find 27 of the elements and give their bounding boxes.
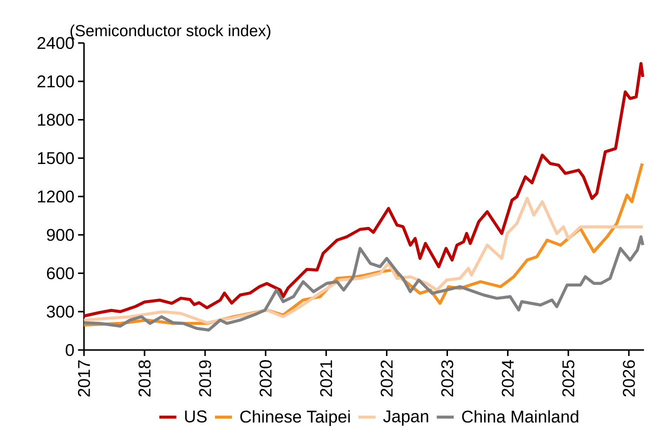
y-axis-title: (Semiconductor stock index) (70, 24, 270, 40)
x-tick-label: 2019 (199, 360, 212, 396)
y-tick-label: 600 (47, 267, 74, 280)
x-tick-label: 2022 (380, 360, 393, 396)
x-tick-label: 2026 (622, 360, 635, 396)
line-series (82, 62, 644, 318)
legend-label: China Mainland (462, 410, 578, 423)
line-series (82, 235, 644, 332)
x-tick-label: 2018 (138, 360, 151, 396)
y-tick-label: 2100 (38, 75, 74, 88)
y-tick-label: 2400 (38, 36, 74, 50)
y-tick-label: 1200 (38, 190, 74, 203)
legend-label: Chinese Taipei (240, 410, 350, 426)
legend-label: US (185, 410, 207, 422)
legend-label: Japan (383, 410, 428, 426)
y-tick-label: 1800 (38, 114, 74, 126)
y-tick-label: 0 (66, 344, 74, 356)
line-series (82, 196, 644, 324)
x-tick-label: 2023 (441, 360, 454, 396)
x-tick-label: 2021 (320, 360, 332, 396)
y-tick-label: 300 (46, 306, 74, 318)
x-tick-label: 2020 (260, 360, 272, 396)
x-tick-label: 2025 (562, 360, 574, 396)
y-tick-label: 900 (46, 228, 74, 241)
x-tick-label: 2017 (78, 360, 90, 396)
y-tick-label: 1500 (38, 152, 74, 164)
x-tick-label: 2024 (502, 360, 514, 396)
